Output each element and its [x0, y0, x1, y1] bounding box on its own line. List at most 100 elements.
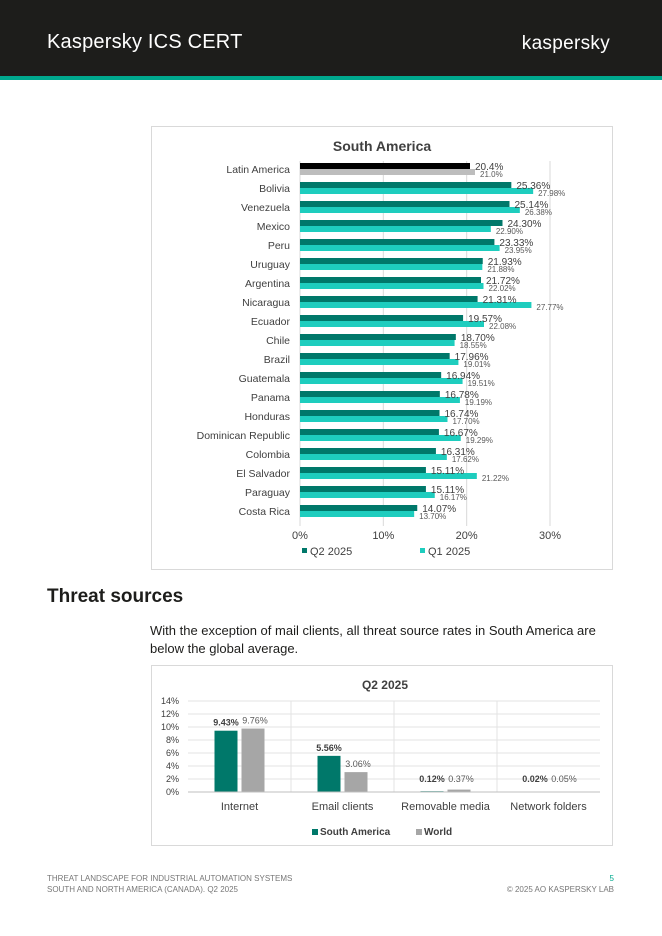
category-label: Mexico [257, 221, 290, 233]
bar-south-america [317, 755, 341, 792]
bar-q1 [300, 226, 491, 232]
data-label-q1: 13.70% [419, 512, 446, 521]
category-label: Bolivia [259, 183, 290, 195]
data-label-q2: 24.30% [508, 219, 542, 230]
data-label-q2: 14.07% [422, 504, 456, 515]
category-label: Venezuela [241, 202, 290, 214]
category-label: Peru [268, 240, 290, 252]
bar-q1 [300, 378, 463, 384]
data-label-q2: 25.36% [516, 181, 550, 192]
bar-q2 [300, 296, 478, 302]
bar-q1 [300, 359, 459, 365]
bar-world [344, 772, 368, 792]
data-label-q1: 23.95% [505, 246, 532, 255]
data-label-world: 0.05% [551, 774, 577, 784]
data-label-q2: 20.4% [475, 162, 503, 173]
bar-q2 [300, 239, 495, 245]
category-label: Email clients [312, 801, 374, 813]
bar-q1 [300, 473, 477, 479]
data-label-q1: 21.88% [487, 265, 514, 274]
y-tick-label: 10% [161, 722, 179, 732]
kaspersky-logo: kaspersky [521, 33, 610, 54]
page-number: 5 [609, 874, 614, 883]
bar-q1 [300, 321, 484, 327]
y-tick-label: 4% [166, 761, 179, 771]
category-label: Guatemala [239, 373, 291, 385]
threat-sources-chart-svg: Q2 2025 0% 2% 4% 6% 8% 10% 12% 14% 9.43% 9.76% Inte… [161, 678, 600, 838]
copyright: © 2025 AO KASPERSKY LAB [506, 885, 614, 894]
category-label: Internet [221, 801, 258, 813]
data-label-q1: 22.90% [496, 227, 523, 236]
y-tick-label: 14% [161, 696, 179, 706]
data-label-q2: 15.11% [431, 466, 464, 477]
data-label-q1: 27.77% [536, 303, 563, 312]
bar-q2 [300, 258, 483, 264]
data-label-q2: 21.93% [488, 257, 522, 268]
bar-q1 [300, 454, 447, 460]
data-label-world: 3.06% [345, 759, 371, 769]
data-label-q1: 19.51% [468, 379, 495, 388]
category-label: Chile [266, 335, 290, 347]
category-label: Costa Rica [239, 506, 291, 518]
bar-q2 [300, 315, 464, 321]
chart-title: South America [333, 138, 431, 154]
data-label-south-america: 0.12% [419, 774, 445, 784]
bar-q1 [300, 397, 460, 403]
x-tick-label: 10% [372, 530, 394, 542]
bar-q2 [300, 201, 510, 207]
bar-q1 [300, 302, 532, 308]
category-label: Network folders [510, 801, 587, 813]
bar-q2 [300, 372, 442, 378]
data-label-q1: 22.08% [489, 322, 516, 331]
y-tick-label: 12% [161, 709, 179, 719]
legend-label-q2: Q2 2025 [310, 546, 352, 558]
data-label-q2: 21.72% [486, 276, 520, 287]
category-label: Nicaragua [242, 297, 290, 309]
bar-q2 [300, 486, 426, 492]
data-label-south-america: 5.56% [316, 743, 342, 753]
page-header: Kaspersky ICS CERT kaspersky [0, 0, 662, 76]
data-label-world: 0.37% [448, 774, 474, 784]
legend-label-world: World [424, 827, 452, 838]
data-label-q2: 19.57% [468, 314, 502, 325]
data-label-q1: 27.98% [538, 189, 565, 198]
bar-q1 [300, 188, 534, 194]
y-tick-label: 0% [166, 787, 179, 797]
bar-south-america [214, 730, 238, 792]
bar-q1 [300, 169, 475, 175]
bar-q1 [300, 340, 455, 346]
bar-q2 [300, 277, 481, 283]
legend-swatch-world [416, 829, 422, 835]
data-label-q2: 16.74% [445, 409, 479, 420]
footer-report-title: THREAT LANDSCAPE FOR INDUSTRIAL AUTOMATI… [47, 873, 292, 895]
bar-q1 [300, 264, 483, 270]
bar-world [447, 789, 471, 792]
legend-swatch-south-america [312, 829, 318, 835]
bar-q1 [300, 416, 448, 422]
bar-world [241, 728, 265, 792]
data-label-q1: 19.29% [466, 436, 493, 445]
category-label: Honduras [244, 411, 290, 423]
data-label-q1: 16.17% [440, 493, 467, 502]
category-label: Argentina [245, 278, 290, 290]
footer-line-1: THREAT LANDSCAPE FOR INDUSTRIAL AUTOMATI… [47, 874, 293, 883]
category-label: Panama [251, 392, 290, 404]
section-title: Threat sources [47, 586, 184, 607]
bar-q2 [300, 353, 450, 359]
bar-q2 [300, 220, 503, 226]
threat-sources-chart: Q2 2025 0% 2% 4% 6% 8% 10% 12% 14% 9.43% 9.76% Inte… [151, 665, 613, 846]
footer-right: 5 © 2025 AO KASPERSKY LAB [507, 873, 614, 895]
data-label-south-america: 0.02% [522, 774, 548, 784]
data-label-south-america: 9.43% [213, 718, 239, 728]
data-label-q2: 17.96% [455, 352, 489, 363]
data-label-q2: 16.94% [446, 371, 480, 382]
data-label-q1: 21.0% [480, 170, 503, 179]
chart2-title: Q2 2025 [362, 678, 408, 692]
report-brand-title: Kaspersky ICS CERT [47, 31, 243, 53]
category-label: Ecuador [251, 316, 291, 328]
data-label-q1: 17.70% [453, 417, 480, 426]
country-chart-svg: South America 0% 10% 20% 30% Latin America 20.… [197, 138, 566, 558]
data-label-q2: 16.78% [445, 390, 479, 401]
data-label-q2: 21.31% [483, 295, 517, 306]
category-label: El Salvador [236, 468, 290, 480]
